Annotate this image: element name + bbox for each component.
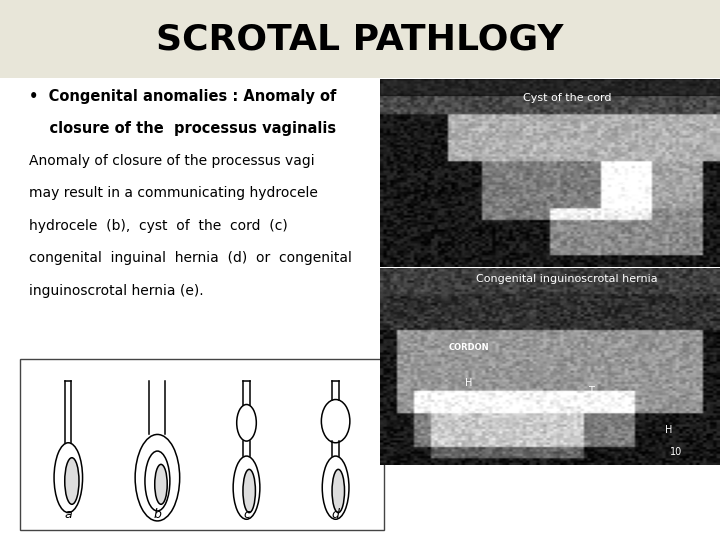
Bar xyxy=(380,79,720,94)
Text: •  Congenital anomalies : Anomaly of: • Congenital anomalies : Anomaly of xyxy=(29,89,336,104)
Text: Cyst of the cord: Cyst of the cord xyxy=(523,92,611,103)
Text: T: T xyxy=(622,184,628,193)
Text: H: H xyxy=(665,425,672,435)
Text: H: H xyxy=(465,377,472,388)
Text: closure of the  processus vaginalis: closure of the processus vaginalis xyxy=(29,122,336,137)
Text: Congenital inguinoscrotal hernia: Congenital inguinoscrotal hernia xyxy=(476,274,658,284)
FancyBboxPatch shape xyxy=(20,359,384,530)
Text: hydrocele  (b),  cyst  of  the  cord  (c): hydrocele (b), cyst of the cord (c) xyxy=(29,219,287,233)
Text: SCROTAL PATHLOGY: SCROTAL PATHLOGY xyxy=(156,22,564,56)
FancyBboxPatch shape xyxy=(0,0,720,78)
Ellipse shape xyxy=(155,464,167,504)
Text: a: a xyxy=(65,508,72,521)
Text: inguinoscrotal hernia (e).: inguinoscrotal hernia (e). xyxy=(29,284,204,298)
Text: d: d xyxy=(332,508,340,521)
Text: may result in a communicating hydrocele: may result in a communicating hydrocele xyxy=(29,186,318,200)
Text: c: c xyxy=(243,508,250,521)
Text: congenital  inguinal  hernia  (d)  or  congenital: congenital inguinal hernia (d) or congen… xyxy=(29,251,351,265)
Text: b: b xyxy=(153,508,161,521)
Ellipse shape xyxy=(332,469,345,512)
Text: 10: 10 xyxy=(670,447,682,457)
Text: T: T xyxy=(588,386,594,396)
Ellipse shape xyxy=(65,458,79,504)
Text: Anomaly of closure of the processus vagi: Anomaly of closure of the processus vagi xyxy=(29,154,315,168)
Ellipse shape xyxy=(243,469,256,512)
Text: CORDON: CORDON xyxy=(448,343,489,352)
